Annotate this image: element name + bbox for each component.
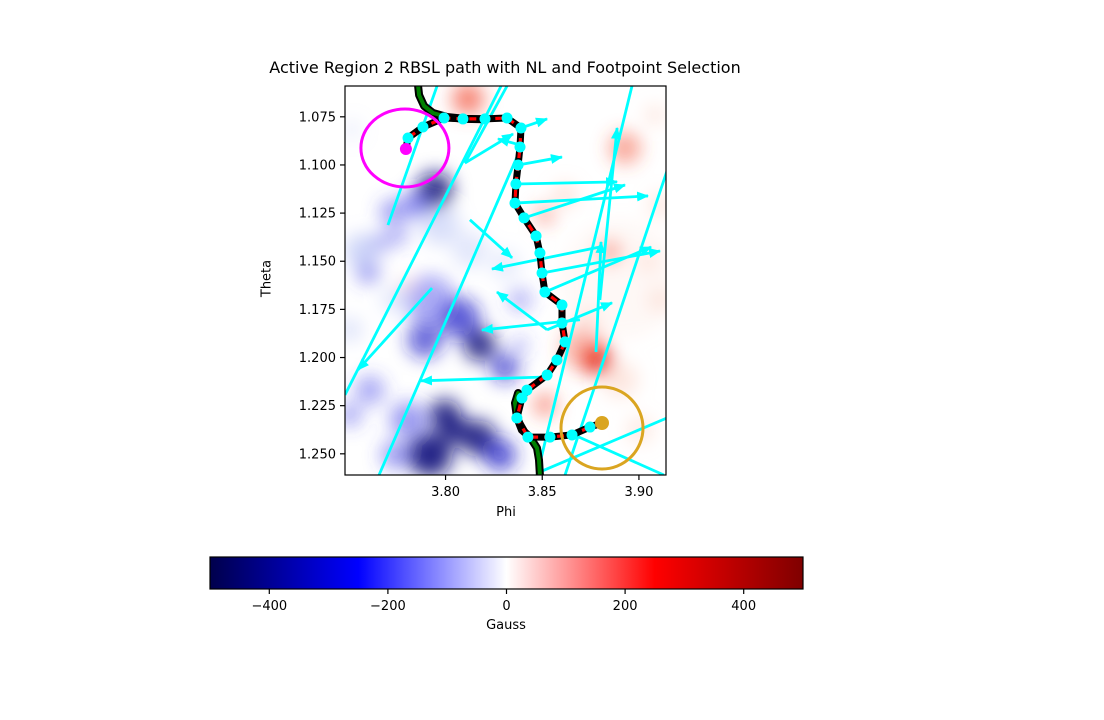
y-tick-label: 1.250 <box>299 447 336 462</box>
field-arrow <box>598 126 621 301</box>
path-node <box>530 230 542 242</box>
y-tick-label: 1.075 <box>299 110 336 125</box>
path-node <box>544 431 556 443</box>
y-tick-label: 1.225 <box>299 399 336 414</box>
footpoint-dot-positive <box>399 142 412 155</box>
path-node <box>479 113 491 125</box>
path-node <box>522 431 534 443</box>
path-node <box>559 336 571 348</box>
field-arrow <box>517 154 563 167</box>
magnetogram-blob <box>381 440 410 469</box>
x-axis-label: Phi <box>496 505 516 520</box>
magnetogram-blob <box>356 260 381 285</box>
magnetogram-blob <box>370 232 391 253</box>
path-node <box>417 121 429 133</box>
magnetogram-blob <box>532 392 557 417</box>
field-line <box>539 416 666 474</box>
magnetogram-blob <box>345 119 362 140</box>
field-line <box>571 432 665 475</box>
field-line <box>563 170 666 475</box>
magnetogram-blob <box>490 353 519 382</box>
field-line <box>345 86 503 396</box>
plot-frame <box>344 85 667 476</box>
colorbar-label: Gauss <box>486 618 526 633</box>
magnetogram-blob <box>387 225 408 246</box>
magnetogram-blob <box>345 317 363 342</box>
y-tick-label: 1.150 <box>299 255 336 270</box>
y-tick-label: 1.125 <box>299 207 336 222</box>
x-tick-label: 3.80 <box>431 485 460 500</box>
colorbar-tick-label: 200 <box>613 599 638 614</box>
magnetogram-blob <box>463 329 496 362</box>
colorbar-tick-label: −400 <box>251 599 287 614</box>
magnetogram-blob <box>644 105 665 126</box>
path-node <box>516 392 528 404</box>
field-line <box>463 86 509 164</box>
magnetogram-blob <box>354 375 385 406</box>
y-tick-label: 1.200 <box>299 351 336 366</box>
field-arrow <box>515 177 619 188</box>
footpoint-circle-positive <box>359 107 451 189</box>
magnetogram-blob <box>345 402 363 427</box>
magnetogram-blob <box>451 86 484 116</box>
footpoint-circle-negative <box>559 385 645 471</box>
path-node <box>501 112 513 124</box>
path-node <box>438 112 450 124</box>
path-node <box>510 178 522 190</box>
y-tick-label: 1.100 <box>299 158 336 173</box>
magnetogram-blob <box>408 432 453 475</box>
path-node <box>511 412 523 424</box>
field-arrow <box>594 240 606 353</box>
colorbar-tick-label: 0 <box>502 599 510 614</box>
path-node <box>556 317 568 329</box>
field-arrow <box>468 218 514 259</box>
footpoint-dot-negative <box>594 416 609 431</box>
path-node <box>518 212 530 224</box>
path-node <box>541 369 553 381</box>
overlays <box>345 86 666 475</box>
path-node <box>457 113 469 125</box>
path-node <box>521 384 533 396</box>
path-node <box>556 299 568 311</box>
field-arrow <box>490 245 601 272</box>
path-node <box>514 141 526 153</box>
path-node <box>551 354 563 366</box>
magnetogram-blob <box>428 398 461 431</box>
field-arrow <box>544 245 653 294</box>
axis-ticks: 3.80 3.85 3.90 1.075 1.100 1.125 1.150 1.175 1.2… <box>251 110 756 614</box>
path-node <box>402 132 414 144</box>
field-line <box>377 149 522 475</box>
colorbar-tick-label: −200 <box>370 599 406 614</box>
path-node <box>515 122 527 134</box>
field-arrow <box>496 290 548 331</box>
field-arrow <box>523 183 626 220</box>
magnetogram-blob <box>484 438 517 471</box>
path-node <box>512 159 524 171</box>
path-node <box>536 267 548 279</box>
field-arrow <box>356 287 434 371</box>
field-arrow <box>419 375 546 386</box>
magnetogram-blob <box>511 336 530 355</box>
magnetogram-blob <box>401 191 430 220</box>
colorbar <box>209 556 804 590</box>
path-node <box>534 247 546 259</box>
plot-title: Active Region 2 RBSL path with NL and Fo… <box>269 58 741 77</box>
x-tick-label: 3.90 <box>624 485 653 500</box>
magnetogram-blob <box>419 205 460 246</box>
magnetogram-blob <box>559 219 666 340</box>
path-node <box>509 197 521 209</box>
path-node <box>584 421 596 433</box>
colorbar-tick-label: 400 <box>731 599 756 614</box>
magnetogram-blob <box>345 234 377 267</box>
path-node <box>566 429 578 441</box>
x-tick-label: 3.85 <box>528 485 557 500</box>
magnetogram-blob <box>451 232 488 269</box>
path-node <box>539 286 551 298</box>
y-tick-label: 1.175 <box>299 303 336 318</box>
